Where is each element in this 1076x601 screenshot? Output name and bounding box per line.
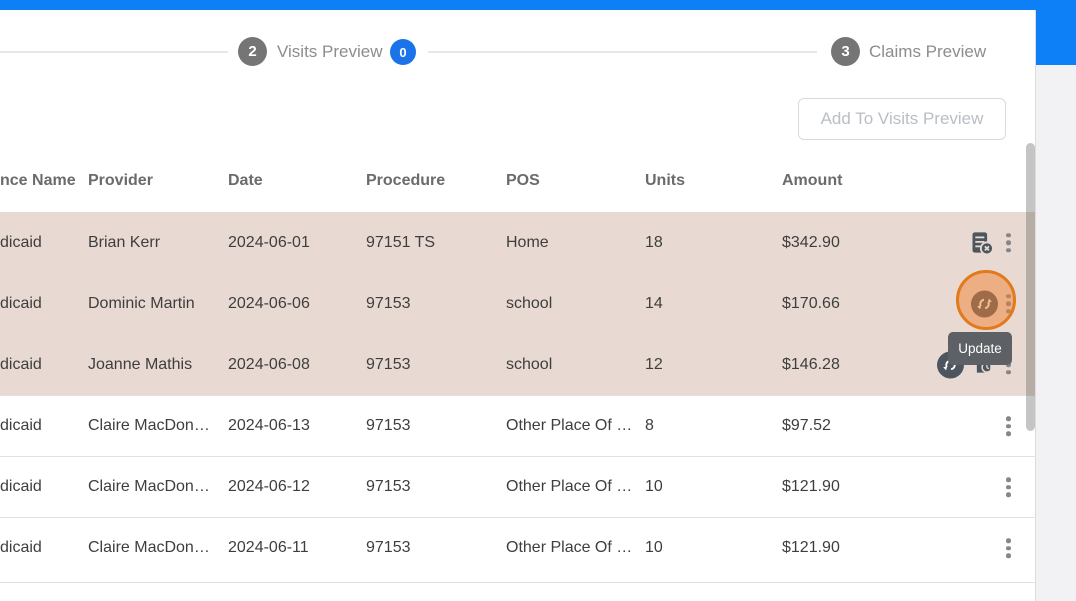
row-actions [930,273,1036,334]
update-tooltip: Update [948,332,1012,365]
row-actions [930,396,1036,456]
table-row: dicaid Dominic Martin 2024-06-06 97153 s… [0,273,1036,334]
stepper-connector-middle [428,51,817,53]
col-date: Date [228,172,263,189]
table-row: dicaid Claire MacDon… 2024-06-12 97153 O… [0,456,1036,517]
cell-procedure: 97153 [366,478,411,495]
row-actions [930,212,1036,273]
kebab-icon [1006,293,1011,314]
document-x-icon [968,231,995,259]
kebab-icon [1006,538,1011,558]
cell-insurance: dicaid [0,478,42,495]
cell-date: 2024-06-08 [228,355,310,373]
step-3-label[interactable]: Claims Preview [869,42,987,61]
cell-units: 8 [645,417,654,434]
kebab-icon [1006,232,1011,253]
cell-amount: $97.52 [782,417,831,434]
visits-table: nce Name Provider Date Procedure POS Uni… [0,150,1036,583]
cell-units: 10 [645,539,663,556]
background-page-strip [1036,65,1076,601]
cell-provider: Claire MacDon… [88,478,210,495]
cell-pos: Home [506,233,549,251]
cell-date: 2024-06-06 [228,294,310,312]
cell-units: 12 [645,355,663,373]
cell-pos: school [506,355,553,373]
cell-procedure: 97153 [366,294,411,312]
cell-amount: $170.66 [782,294,840,312]
col-pos: POS [506,172,540,189]
cell-pos: Other Place Of … [506,417,633,434]
vertical-scrollbar-thumb[interactable] [1026,143,1035,431]
cell-insurance: dicaid [0,417,42,434]
cell-insurance: dicaid [0,539,42,556]
history-clock-icon [973,356,996,379]
row-actions [930,518,1036,578]
cell-pos: Other Place Of … [506,539,633,556]
cell-provider: Brian Kerr [88,233,161,251]
update-visit-button[interactable] [971,290,998,317]
cell-amount: $146.28 [782,355,840,373]
col-amount: Amount [782,172,843,189]
cell-units: 10 [645,478,663,495]
cell-date: 2024-06-13 [228,417,310,434]
cell-insurance: dicaid [0,294,42,312]
remove-visit-button[interactable] [968,229,995,256]
step-2-circle[interactable]: 2 [238,37,267,66]
cell-pos: Other Place Of … [506,478,633,495]
add-to-visits-preview-button[interactable]: Add To Visits Preview [798,98,1006,140]
cell-amount: $342.90 [782,233,840,251]
cell-units: 18 [645,233,663,251]
stepper-connector-left [0,51,228,53]
row-menu-button[interactable] [1006,538,1011,558]
cell-amount: $121.90 [782,539,840,556]
sync-icon [971,290,998,317]
cell-provider: Dominic Martin [88,294,195,312]
table-row: dicaid Claire MacDon… 2024-06-11 97153 O… [0,517,1036,578]
cell-provider: Joanne Mathis [88,355,193,373]
table-row: dicaid Claire MacDon… 2024-06-13 97153 O… [0,395,1036,456]
cell-insurance: dicaid [0,233,42,251]
table-row: dicaid Brian Kerr 2024-06-01 97151 TS Ho… [0,212,1036,273]
step-2-count-badge: 0 [390,39,416,65]
col-insurance-name: nce Name [0,172,76,189]
cell-procedure: 97153 [366,355,411,373]
row-menu-button[interactable] [1006,293,1011,314]
step-3-circle[interactable]: 3 [831,37,860,66]
cell-provider: Claire MacDon… [88,539,210,556]
col-procedure: Procedure [366,172,446,189]
cell-procedure: 97153 [366,539,411,556]
row-menu-button[interactable] [1006,416,1011,436]
kebab-icon [1006,477,1011,497]
cell-date: 2024-06-12 [228,478,310,495]
col-provider: Provider [88,172,153,189]
col-units: Units [645,172,685,189]
table-row: dicaid Joanne Mathis 2024-06-08 97153 sc… [0,334,1036,395]
cell-units: 14 [645,294,663,312]
row-menu-button[interactable] [1006,232,1011,253]
table-header-row: nce Name Provider Date Procedure POS Uni… [0,150,1036,212]
cell-date: 2024-06-01 [228,233,310,251]
row-actions [930,457,1036,517]
cell-procedure: 97151 TS [366,233,436,251]
cell-pos: school [506,294,553,312]
cell-insurance: dicaid [0,355,42,373]
app-top-accent-bar [0,0,1076,10]
visits-preview-panel: 2 Visits Preview 0 3 Claims Preview Add … [0,10,1036,601]
row-menu-button[interactable] [1006,477,1011,497]
kebab-icon [1006,416,1011,436]
cell-procedure: 97153 [366,417,411,434]
cell-date: 2024-06-11 [228,539,309,556]
background-header-strip [1036,10,1076,65]
cell-provider: Claire MacDon… [88,417,210,434]
next-row-partial [0,578,1036,583]
step-2-label[interactable]: Visits Preview [277,42,383,61]
cell-amount: $121.90 [782,478,840,495]
